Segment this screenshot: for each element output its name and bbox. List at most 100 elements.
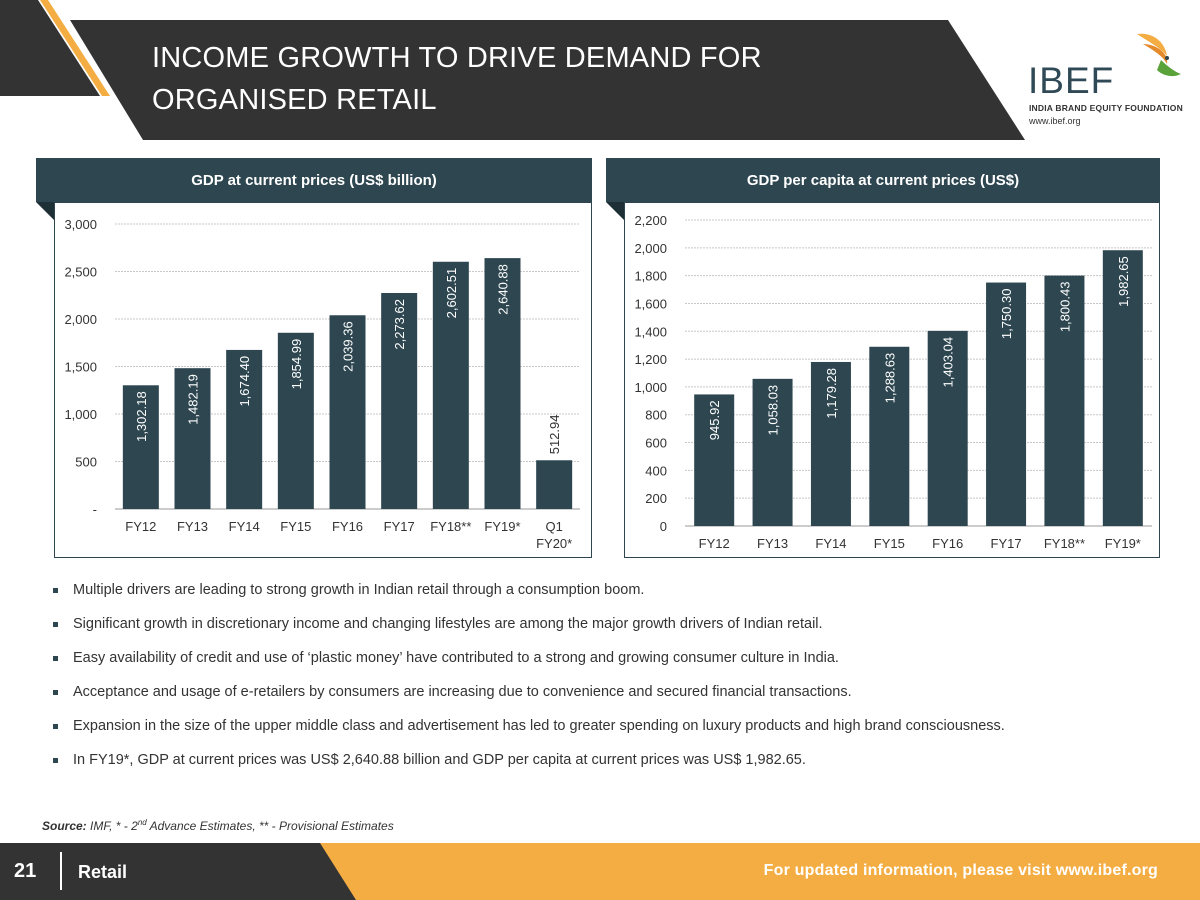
y-tick-label: 1,800: [634, 269, 667, 284]
y-tick-label: 3,000: [64, 217, 97, 232]
bar-value-label: 945.92: [707, 400, 722, 440]
y-tick-label: 2,200: [634, 213, 667, 228]
bullet-text: Significant growth in discretionary inco…: [73, 616, 823, 632]
ibef-logo[interactable]: IBEF INDIA BRAND EQUITY FOUNDATION www.i…: [1025, 30, 1185, 135]
y-tick-label: 1,600: [634, 296, 667, 311]
bar-value-label: 1,982.65: [1116, 256, 1131, 307]
y-tick-label: 1,200: [634, 352, 667, 367]
bar-value-label: 1,302.18: [134, 391, 149, 442]
source-text-b: Advance Estimates, ** - Provisional Esti…: [146, 819, 394, 833]
logo-wordmark: IBEF: [1028, 60, 1115, 101]
bar: [986, 282, 1027, 526]
header-accent-stripe: [40, 0, 110, 96]
bullet-text: Expansion in the size of the upper middl…: [73, 718, 1005, 734]
x-tick-label: FY18**: [430, 519, 471, 534]
y-tick-label: 2,000: [634, 241, 667, 256]
gdp-chart-title: GDP at current prices (US$ billion): [36, 158, 592, 202]
logo-url[interactable]: www.ibef.org: [1029, 116, 1081, 126]
bullet-square-icon: [53, 656, 58, 661]
x-tick-label: FY17: [991, 536, 1022, 551]
list-item: Easy availability of credit and use of ‘…: [48, 646, 1158, 680]
bar: [277, 332, 314, 509]
page-title-line-2: ORGANISED RETAIL: [152, 84, 437, 116]
source-text-a: IMF, * - 2: [86, 819, 138, 833]
bullet-square-icon: [53, 588, 58, 593]
x-tick-label: FY13: [757, 536, 788, 551]
bar: [810, 361, 851, 526]
bar: [122, 385, 159, 509]
gdp-per-capita-chart-title: GDP per capita at current prices (US$): [606, 158, 1160, 202]
bar: [226, 349, 263, 509]
y-tick-label: 1,000: [64, 407, 97, 422]
y-tick-label: 600: [645, 436, 667, 451]
bar: [484, 258, 521, 509]
bar: [1044, 275, 1085, 526]
source-note: Source: IMF, * - 2nd Advance Estimates, …: [42, 818, 394, 833]
bullet-square-icon: [53, 724, 58, 729]
bar: [694, 394, 735, 526]
header-title-band: [70, 20, 1025, 140]
section-name: Retail: [78, 862, 128, 882]
x-tick-label: FY14: [815, 536, 846, 551]
x-tick-label: FY16: [932, 536, 963, 551]
x-tick-label: FY17: [384, 519, 415, 534]
bar: [329, 315, 366, 509]
bar: [432, 261, 469, 509]
list-item: Significant growth in discretionary inco…: [48, 612, 1158, 646]
bullet-text: Easy availability of credit and use of ‘…: [73, 650, 839, 666]
bar: [927, 330, 968, 526]
x-tick-label: FY16: [332, 519, 363, 534]
bar-value-label: 2,273.62: [392, 299, 407, 350]
bullet-square-icon: [53, 690, 58, 695]
bird-icon: [1137, 33, 1181, 77]
bar-value-label: 1,800.43: [1057, 282, 1072, 333]
y-tick-label: 400: [645, 463, 667, 478]
gdp-chart-panel: GDP at current prices (US$ billion) - 500…: [36, 158, 592, 558]
bullet-square-icon: [53, 622, 58, 627]
gdp-per-capita-chart-fold-icon: [606, 202, 624, 220]
y-tick-label: 500: [75, 455, 97, 470]
y-tick-label: 800: [645, 408, 667, 423]
bar-value-label: 1,403.04: [941, 337, 956, 388]
gdp-per-capita-bar-chart: 0 200 400 600 800 1,000 1,200 1,400 1,600 1,800 2,…: [634, 213, 1152, 551]
header-corner-block: [0, 0, 100, 96]
bar: [381, 293, 418, 509]
bar: [174, 368, 211, 509]
bar-value-label: 1,058.03: [766, 385, 781, 436]
x-tick-label: FY12: [125, 519, 156, 534]
x-tick-label: FY13: [177, 519, 208, 534]
bar-value-label: 1,750.30: [999, 289, 1014, 340]
list-item: Expansion in the size of the upper middl…: [48, 714, 1158, 748]
bar-value-label: 1,854.99: [289, 339, 304, 390]
bullet-square-icon: [53, 758, 58, 763]
y-tick-label: 1,400: [634, 324, 667, 339]
page-title-line-1: INCOME GROWTH TO DRIVE DEMAND FOR: [152, 42, 762, 74]
bullet-text: Multiple drivers are leading to strong g…: [73, 582, 645, 598]
x-tick-label: FY18**: [1044, 536, 1085, 551]
bar-value-label: 1,179.28: [824, 368, 839, 419]
list-item: In FY19*, GDP at current prices was US$ …: [48, 748, 1158, 782]
bar-value-label: 2,039.36: [341, 321, 356, 372]
y-tick-label: 1,000: [634, 380, 667, 395]
x-tick-label: FY15: [874, 536, 905, 551]
y-tick-label: 2,000: [64, 312, 97, 327]
y-tick-label: 1,500: [64, 360, 97, 375]
gdp-chart-fold-icon: [36, 202, 54, 220]
bar: [1102, 250, 1143, 526]
source-superscript: nd: [137, 818, 147, 827]
gdp-per-capita-chart-box: 0 200 400 600 800 1,000 1,200 1,400 1,600 1,800 2,…: [624, 202, 1160, 558]
y-tick-label: 200: [645, 491, 667, 506]
x-tick-label: FY15: [280, 519, 311, 534]
x-tick-label: FY19*: [484, 519, 520, 534]
y-tick-label: 0: [660, 519, 667, 534]
gdp-chart-box: - 500 1,000 1,500 2,000 2,500 3,000 1,302.18 FY1…: [54, 202, 592, 558]
x-tick-label: FY19*: [1105, 536, 1141, 551]
gdp-bar-chart: - 500 1,000 1,500 2,000 2,500 3,000 1,302.18 FY1…: [64, 217, 580, 551]
ibef-website-link[interactable]: For updated information, please visit ww…: [763, 862, 1158, 879]
bar: [536, 460, 573, 509]
gdp-per-capita-chart-panel: GDP per capita at current prices (US$) 0…: [606, 158, 1160, 558]
y-tick-label: 2,500: [64, 265, 97, 280]
bar-value-label: 1,482.19: [186, 374, 201, 425]
page-number: 21: [14, 860, 37, 882]
bullet-text: In FY19*, GDP at current prices was US$ …: [73, 752, 806, 768]
